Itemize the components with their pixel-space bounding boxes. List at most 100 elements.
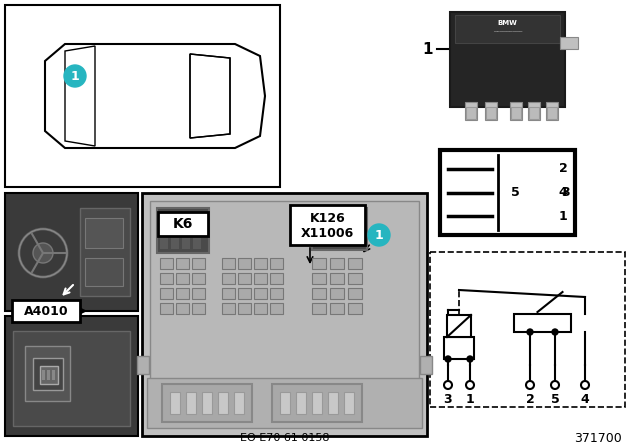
- Polygon shape: [65, 46, 95, 146]
- Bar: [176, 258, 189, 269]
- Bar: [447, 315, 471, 337]
- Bar: [315, 211, 324, 247]
- Bar: [270, 303, 283, 314]
- Bar: [528, 102, 540, 120]
- Bar: [486, 107, 496, 119]
- Bar: [5, 5, 280, 187]
- Bar: [510, 102, 522, 120]
- Text: 4: 4: [559, 186, 568, 199]
- Bar: [192, 258, 205, 269]
- Bar: [238, 303, 251, 314]
- Text: 1: 1: [559, 210, 568, 223]
- Bar: [444, 337, 474, 359]
- Text: K126: K126: [310, 212, 346, 225]
- Text: BMW: BMW: [497, 20, 517, 26]
- Bar: [5, 193, 138, 311]
- Circle shape: [581, 381, 589, 389]
- Bar: [290, 205, 365, 245]
- Bar: [80, 208, 130, 296]
- Bar: [142, 193, 427, 436]
- Bar: [160, 273, 173, 284]
- Bar: [440, 150, 575, 235]
- Text: A4010: A4010: [24, 305, 68, 318]
- Bar: [42, 370, 45, 380]
- Bar: [157, 208, 209, 253]
- Circle shape: [526, 381, 534, 389]
- Bar: [192, 303, 205, 314]
- Bar: [137, 356, 149, 374]
- Bar: [254, 303, 267, 314]
- Bar: [176, 288, 189, 299]
- Bar: [511, 107, 521, 119]
- Bar: [348, 273, 362, 284]
- Bar: [327, 211, 336, 247]
- Bar: [330, 273, 344, 284]
- Bar: [5, 316, 138, 436]
- Polygon shape: [190, 54, 230, 138]
- Bar: [420, 356, 432, 374]
- Bar: [344, 392, 354, 414]
- Bar: [162, 384, 252, 422]
- Polygon shape: [45, 44, 265, 148]
- Bar: [222, 303, 235, 314]
- Bar: [202, 392, 212, 414]
- Bar: [238, 258, 251, 269]
- Circle shape: [551, 381, 559, 389]
- Circle shape: [444, 381, 452, 389]
- Bar: [546, 102, 558, 120]
- Bar: [150, 201, 419, 379]
- Bar: [312, 273, 326, 284]
- Bar: [270, 288, 283, 299]
- Bar: [171, 211, 179, 249]
- Circle shape: [368, 224, 390, 246]
- Bar: [280, 392, 290, 414]
- Bar: [85, 258, 123, 286]
- Text: 1: 1: [466, 392, 474, 405]
- Bar: [272, 384, 362, 422]
- Text: 2: 2: [525, 392, 534, 405]
- Text: 5: 5: [550, 392, 559, 405]
- Text: 3: 3: [561, 186, 570, 199]
- Bar: [222, 288, 235, 299]
- Text: ─────────: ─────────: [493, 30, 522, 34]
- Bar: [450, 12, 565, 107]
- Bar: [12, 300, 80, 322]
- Circle shape: [445, 356, 451, 362]
- Bar: [430, 252, 625, 407]
- Bar: [192, 288, 205, 299]
- Bar: [160, 258, 173, 269]
- Bar: [192, 273, 205, 284]
- Bar: [312, 208, 367, 250]
- Bar: [238, 273, 251, 284]
- Bar: [514, 314, 571, 332]
- Text: 1: 1: [70, 69, 79, 82]
- Bar: [312, 258, 326, 269]
- Text: 2: 2: [559, 162, 568, 175]
- Text: 371700: 371700: [574, 431, 622, 444]
- Bar: [348, 288, 362, 299]
- Bar: [254, 288, 267, 299]
- Bar: [160, 303, 173, 314]
- Bar: [465, 102, 477, 120]
- Bar: [270, 273, 283, 284]
- Circle shape: [552, 329, 558, 335]
- Text: 1: 1: [423, 42, 433, 56]
- Bar: [351, 211, 360, 247]
- Bar: [52, 370, 55, 380]
- Text: X11006: X11006: [301, 227, 354, 240]
- Bar: [330, 258, 344, 269]
- Bar: [254, 273, 267, 284]
- Bar: [560, 37, 578, 49]
- Bar: [348, 303, 362, 314]
- Bar: [222, 258, 235, 269]
- Bar: [176, 303, 189, 314]
- Text: 5: 5: [511, 186, 520, 199]
- Text: 1: 1: [374, 228, 383, 241]
- Bar: [222, 273, 235, 284]
- Bar: [348, 258, 362, 269]
- Circle shape: [527, 329, 533, 335]
- Bar: [182, 211, 190, 249]
- Circle shape: [466, 381, 474, 389]
- Bar: [254, 258, 267, 269]
- Bar: [85, 218, 123, 248]
